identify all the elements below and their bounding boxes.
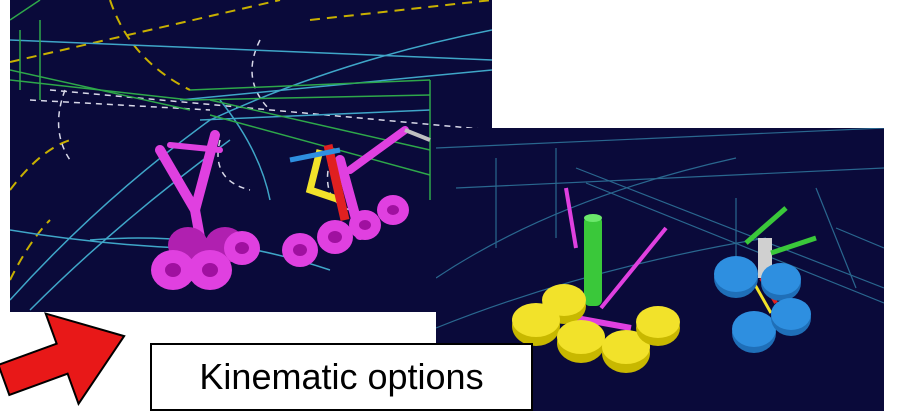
caption-text: Kinematic options [199, 356, 484, 397]
construction-lines [10, 0, 492, 281]
right-arrow-icon [0, 300, 130, 411]
yellow-gear-strut [564, 187, 668, 331]
landing-gear-wireframe-render [10, 0, 492, 312]
blue-gear-wheels [714, 256, 811, 353]
left-gear-wheels [151, 227, 260, 290]
yellow-gear-wheels [512, 284, 680, 373]
right-gear-wheels [282, 195, 409, 267]
caption-box: Kinematic options [150, 343, 533, 411]
